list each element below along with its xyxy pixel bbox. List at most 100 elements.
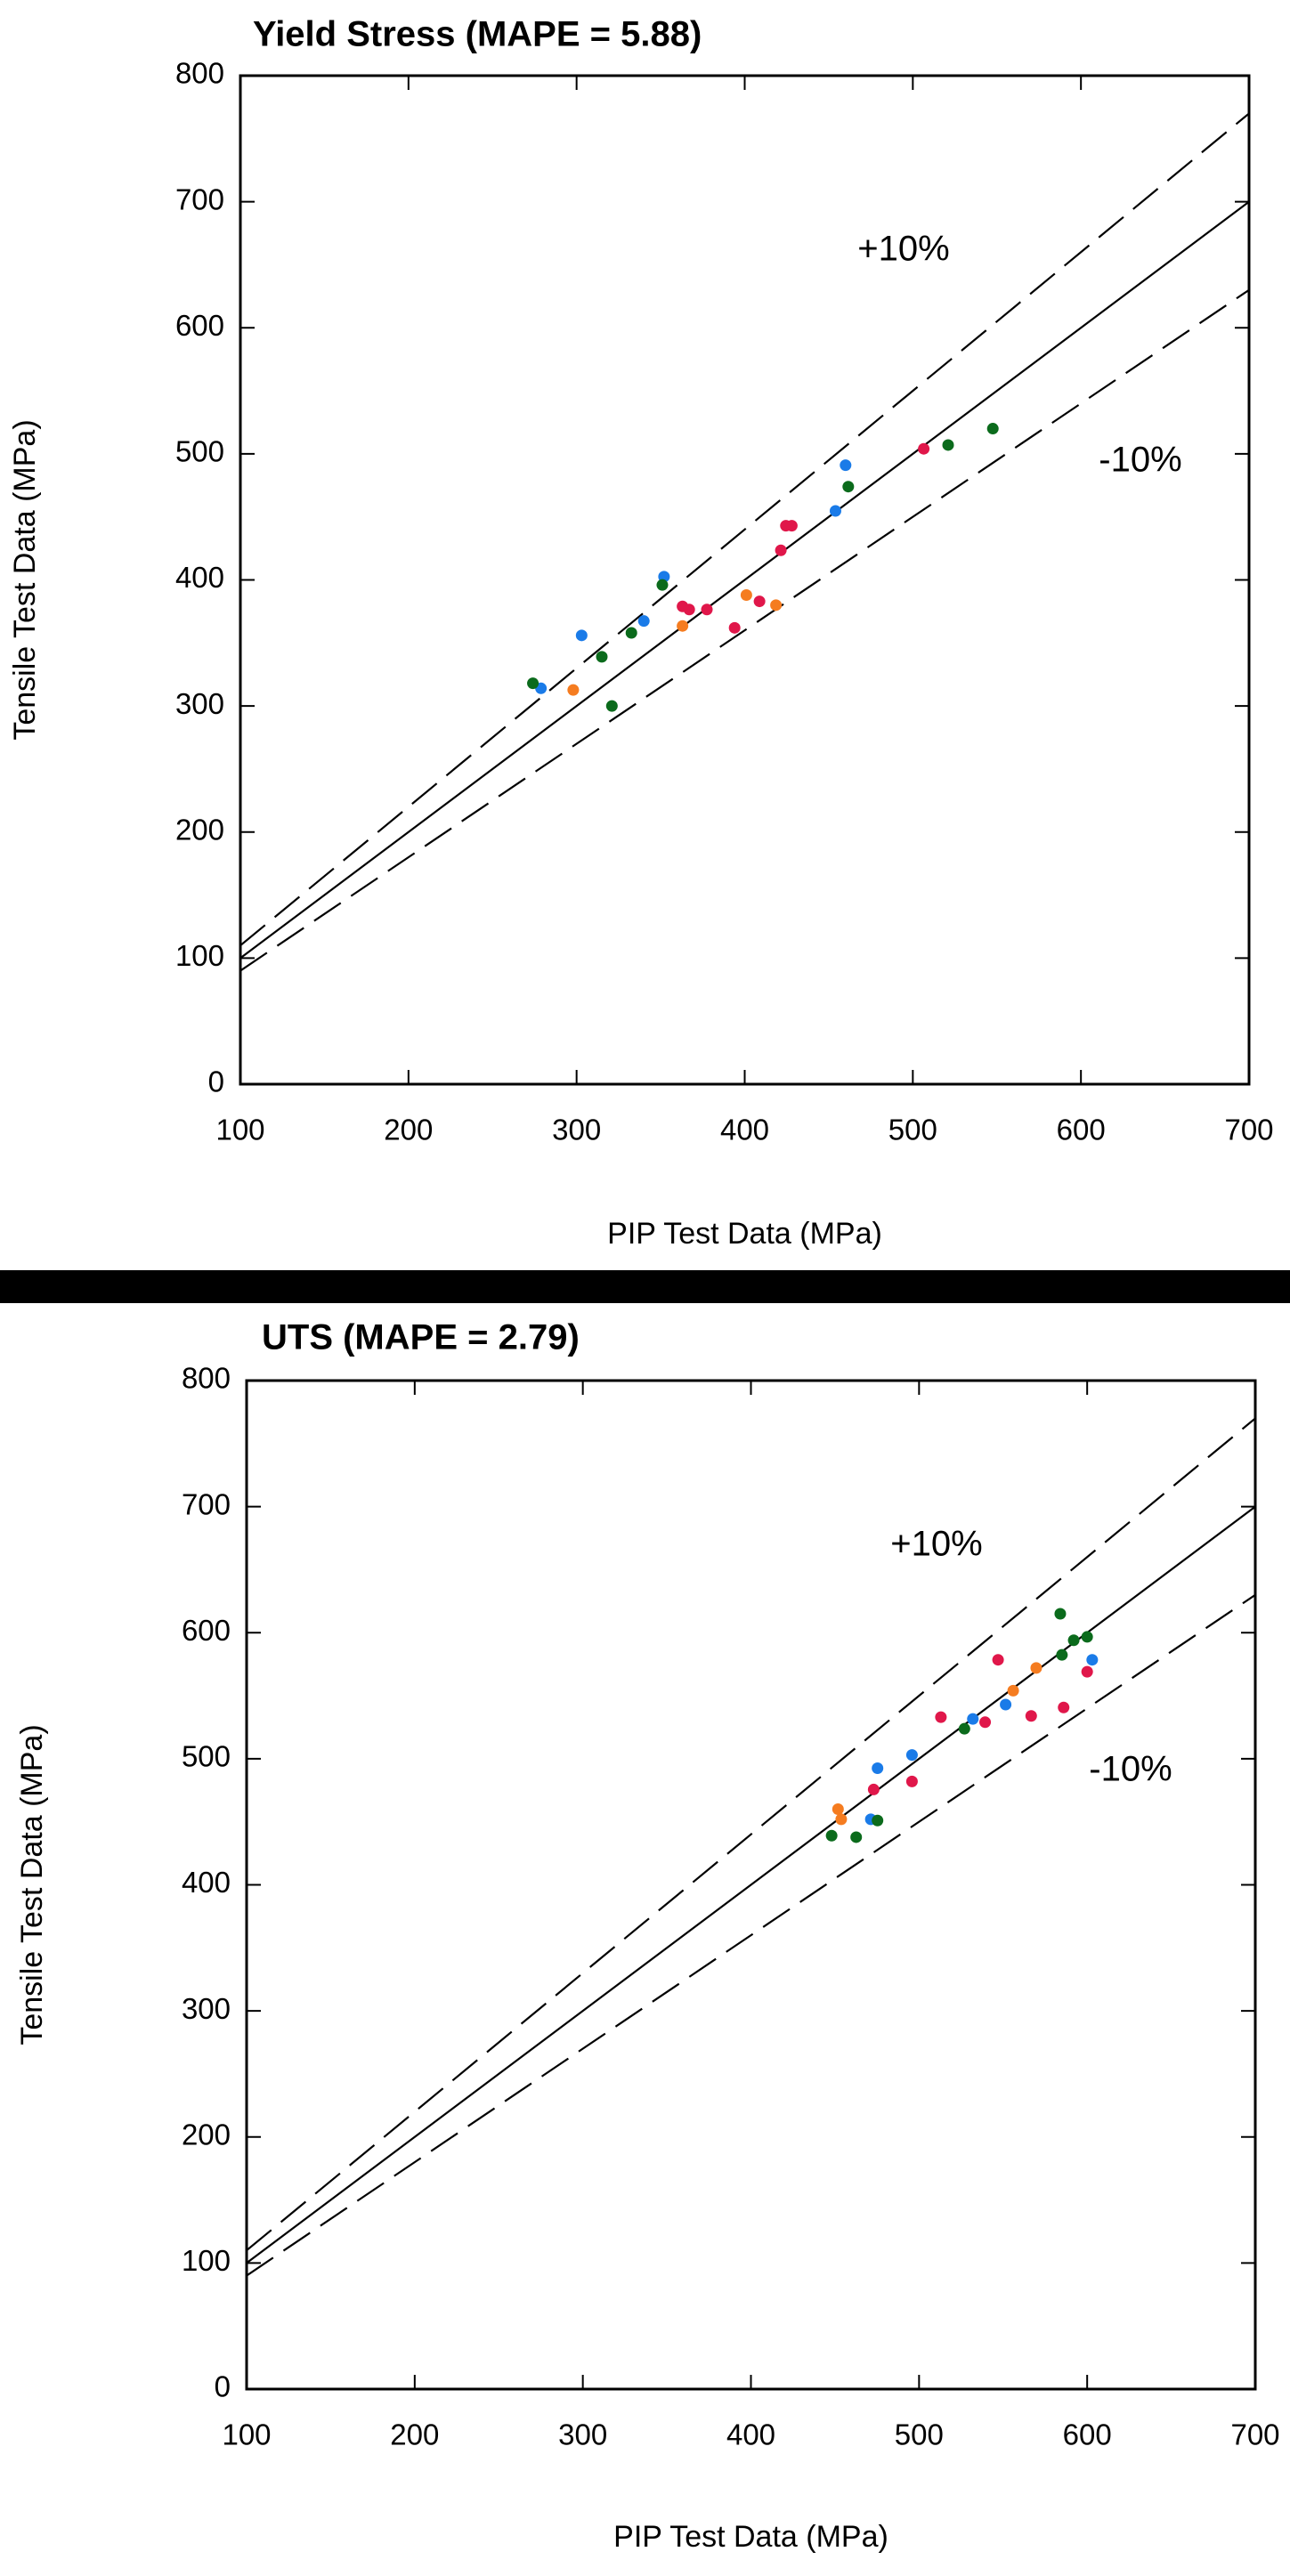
data-point xyxy=(527,677,540,690)
chart-title: UTS (MAPE = 2.79) xyxy=(262,1318,580,1357)
data-point xyxy=(567,684,580,696)
y-tick-label: 300 xyxy=(175,687,224,720)
reference-lines xyxy=(247,1417,1255,2277)
annotation: +10% xyxy=(890,1525,982,1564)
data-point xyxy=(835,1813,848,1826)
data-point xyxy=(785,520,798,532)
reference-line xyxy=(240,200,1249,960)
x-tick-label: 100 xyxy=(222,2418,271,2451)
data-point xyxy=(1067,1634,1080,1647)
data-point xyxy=(1025,1710,1037,1722)
data-point xyxy=(842,481,855,493)
y-tick-label: 500 xyxy=(182,1740,231,1773)
annotation: +10% xyxy=(857,230,949,269)
data-point xyxy=(625,627,637,639)
data-point xyxy=(1056,1648,1068,1661)
plot-frame xyxy=(239,74,1251,1086)
data-point xyxy=(770,599,783,612)
data-point xyxy=(829,505,841,517)
chart-title: Yield Stress (MAPE = 5.88) xyxy=(253,15,702,54)
data-point xyxy=(825,1829,838,1842)
data-point xyxy=(575,629,588,642)
data-point xyxy=(1086,1654,1099,1666)
data-point xyxy=(958,1722,970,1735)
y-tick-label: 700 xyxy=(175,182,224,215)
data-point xyxy=(872,1814,884,1827)
x-tick-label: 700 xyxy=(1224,1114,1273,1146)
data-point xyxy=(1000,1698,1012,1711)
data-point xyxy=(986,423,999,435)
y-tick-label: 500 xyxy=(175,435,224,468)
data-point xyxy=(596,651,608,663)
y-tick-label: 800 xyxy=(182,1362,231,1395)
data-point xyxy=(728,621,741,634)
data-point xyxy=(935,1711,947,1723)
y-tick-label: 700 xyxy=(182,1487,231,1520)
data-point xyxy=(992,1654,1004,1666)
data-point xyxy=(775,544,787,556)
y-tick-label: 600 xyxy=(175,309,224,342)
x-tick-label: 300 xyxy=(552,1114,601,1146)
data-point xyxy=(753,595,766,608)
y-axis-label: Tensile Test Data (MPa) xyxy=(8,419,42,740)
data-point xyxy=(740,588,752,601)
data-point xyxy=(905,1775,918,1787)
data-point xyxy=(1007,1684,1019,1697)
data-point xyxy=(605,700,618,712)
data-point xyxy=(683,603,695,616)
y-tick-label: 400 xyxy=(175,561,224,594)
data-point xyxy=(637,615,650,628)
x-tick-label: 200 xyxy=(390,2418,439,2451)
x-tick-label: 500 xyxy=(888,1114,937,1146)
x-axis-label: PIP Test Data (MPa) xyxy=(607,1217,882,1251)
annotation: -10% xyxy=(1099,441,1181,480)
annotation: -10% xyxy=(1089,1750,1172,1789)
data-point xyxy=(1058,1701,1070,1713)
data-point xyxy=(942,439,954,451)
x-tick-label: 700 xyxy=(1230,2418,1279,2451)
x-tick-label: 600 xyxy=(1057,1114,1106,1146)
data-point xyxy=(1081,1665,1093,1678)
x-tick-label: 600 xyxy=(1063,2418,1112,2451)
y-tick-label: 0 xyxy=(215,2370,231,2403)
plot-frame xyxy=(245,1379,1257,2391)
y-tick-label: 800 xyxy=(175,57,224,90)
data-point xyxy=(840,459,852,472)
chart: Yield Stress (MAPE = 5.88) Tensile Test D… xyxy=(8,15,1274,1251)
reference-lines xyxy=(240,112,1249,972)
y-tick-label: 100 xyxy=(182,2244,231,2277)
reference-line xyxy=(247,1505,1255,2264)
x-tick-label: 400 xyxy=(720,1114,769,1146)
data-point xyxy=(979,1716,992,1729)
chart: UTS (MAPE = 2.79) Tensile Test Data (MPa)… xyxy=(15,1318,1280,2554)
x-tick-label: 300 xyxy=(558,2418,607,2451)
data-point xyxy=(967,1713,979,1725)
data-point xyxy=(677,620,689,632)
x-tick-label: 200 xyxy=(384,1114,433,1146)
x-axis-label: PIP Test Data (MPa) xyxy=(613,2520,888,2554)
y-tick-label: 300 xyxy=(182,1992,231,2025)
separator xyxy=(0,1270,1290,1303)
data-point xyxy=(905,1749,918,1762)
y-tick-label: 200 xyxy=(175,813,224,846)
data-point xyxy=(832,1803,844,1816)
data-point xyxy=(850,1831,863,1843)
data-point xyxy=(918,442,930,455)
x-tick-label: 100 xyxy=(215,1114,264,1146)
data-point xyxy=(701,603,713,616)
x-tick-label: 500 xyxy=(895,2418,944,2451)
y-tick-label: 100 xyxy=(175,939,224,972)
x-tick-label: 400 xyxy=(726,2418,775,2451)
y-tick-label: 600 xyxy=(182,1614,231,1647)
data-point xyxy=(1081,1631,1093,1643)
reference-line xyxy=(247,1417,1255,2252)
reference-line xyxy=(240,112,1249,947)
y-tick-label: 400 xyxy=(182,1866,231,1899)
data-point xyxy=(872,1762,884,1774)
data-point xyxy=(1054,1608,1067,1620)
y-axis-label: Tensile Test Data (MPa) xyxy=(15,1724,49,2045)
y-tick-label: 200 xyxy=(182,2118,231,2151)
reference-line xyxy=(247,1593,1255,2277)
data-point xyxy=(656,579,669,591)
